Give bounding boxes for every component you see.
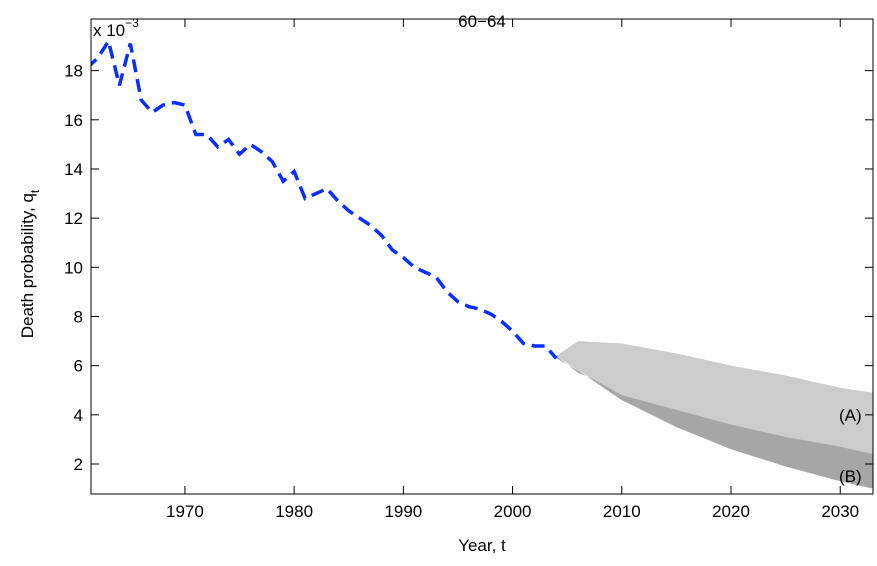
data-layer (91, 36, 873, 489)
chart-title: 60−64 (458, 12, 506, 31)
x-tick-label: 1980 (275, 502, 313, 521)
forecast-band (556, 341, 873, 455)
x-tick-label: 1990 (384, 502, 422, 521)
y-multiplier: x 10−3 (93, 16, 139, 40)
y-tick-label: 2 (74, 455, 83, 474)
x-axis-label: Year, t (458, 536, 506, 555)
band-label: (B) (839, 467, 862, 486)
y-tick-label: 18 (64, 62, 83, 81)
y-tick-label: 6 (74, 357, 83, 376)
y-axis-label-main: Death probability, q (18, 193, 37, 338)
y-tick-label: 14 (64, 160, 83, 179)
y-tick-label: 4 (74, 406, 83, 425)
forecast-band (556, 355, 873, 489)
y-tick-label: 12 (64, 209, 83, 228)
y-tick-label: 10 (64, 258, 83, 277)
y-multiplier-exponent: −3 (125, 16, 139, 30)
y-axis-label-sub: t (28, 189, 42, 193)
band-label: (A) (839, 406, 862, 425)
y-tick-label: 8 (74, 307, 83, 326)
plot-area: 1970 1980 1990 2000 2010 2020 2030 2 4 6 8 10 12 14 16… (64, 18, 874, 521)
x-tick-label: 2000 (494, 502, 532, 521)
y-tick-label: 16 (64, 111, 83, 130)
x-tick-label: 2010 (603, 502, 641, 521)
x-tick-label: 2020 (712, 502, 750, 521)
y-multiplier-base: x 10 (93, 21, 125, 40)
x-tick-label: 2030 (821, 502, 859, 521)
axes-box (90, 18, 874, 495)
y-axis-label: Death probability, qt (18, 189, 42, 338)
x-tick-label: 1970 (166, 502, 204, 521)
data-line (91, 36, 558, 360)
